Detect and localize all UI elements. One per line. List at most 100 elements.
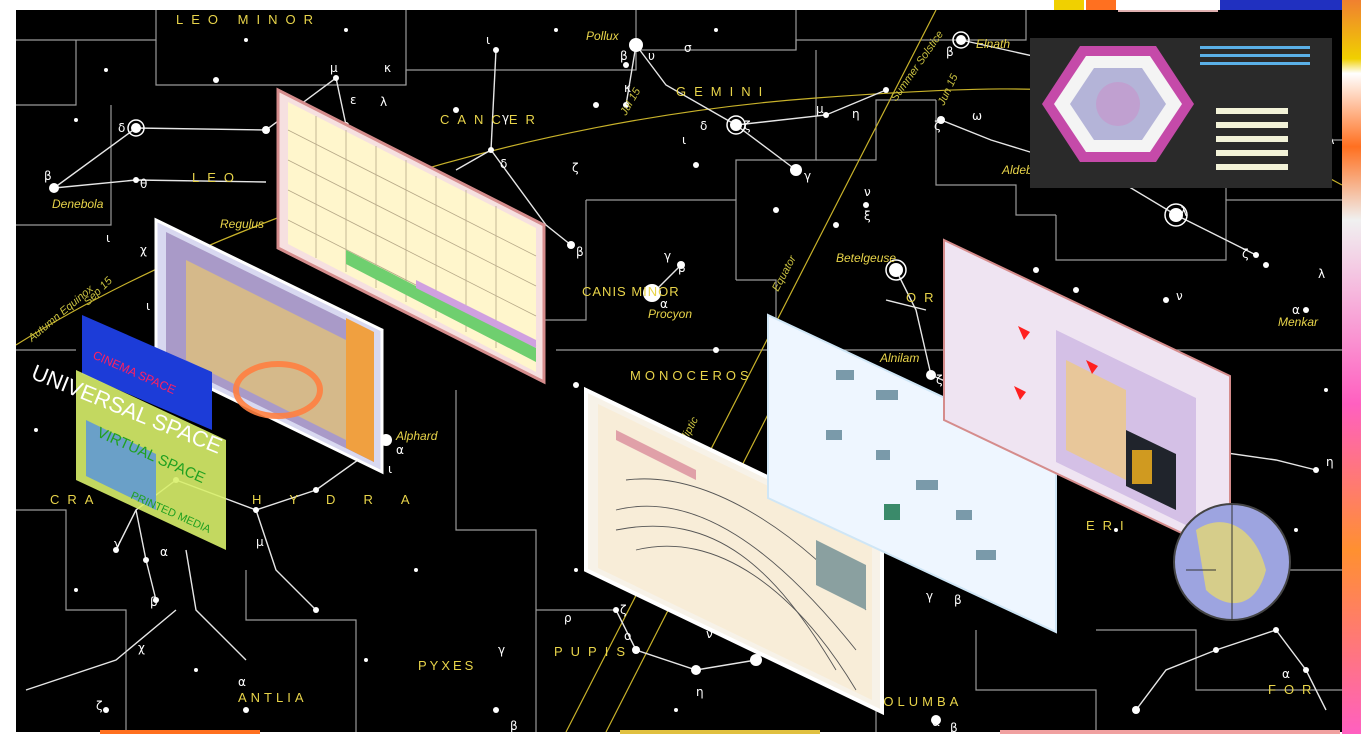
constellation-fornax: FOR	[1268, 682, 1319, 697]
svg-text:ζ: ζ	[744, 119, 751, 133]
svg-text:ζ: ζ	[934, 119, 941, 133]
constellation-cancer: CANCER	[440, 112, 543, 127]
panel-media-stack	[76, 315, 226, 550]
svg-text:ι: ι	[106, 231, 110, 245]
constellation-columba: COLUMBA	[870, 694, 962, 709]
svg-text:α: α	[160, 545, 168, 559]
constellation-hydra: HYDRA	[252, 492, 438, 507]
svg-text:χ: χ	[138, 641, 145, 655]
constellation-antlia: ANTLIA	[238, 690, 308, 705]
border-strip	[1000, 730, 1340, 734]
right-border-strip	[1342, 0, 1361, 734]
svg-text:ι: ι	[146, 299, 150, 313]
star-alnilam: Alnilam	[879, 351, 919, 365]
svg-text:ζ: ζ	[936, 373, 943, 387]
star-alphard: Alphard	[395, 429, 438, 443]
star-menkar: Menkar	[1278, 315, 1319, 329]
svg-text:σ: σ	[684, 41, 692, 55]
svg-text:λ: λ	[1180, 205, 1187, 219]
svg-text:β: β	[946, 45, 954, 59]
svg-text:α: α	[660, 297, 668, 311]
constellation-leo: LEO	[192, 170, 242, 185]
label-equator: Equator	[770, 253, 799, 294]
svg-text:ε: ε	[350, 93, 357, 107]
star-denebola: Denebola	[52, 197, 104, 211]
svg-text:η: η	[696, 685, 704, 699]
svg-text:β: β	[950, 721, 958, 732]
svg-text:ζ: ζ	[620, 603, 627, 617]
svg-text:δ: δ	[500, 157, 507, 171]
panel-diagram	[584, 386, 884, 716]
constellation-gemini: GEMINI	[676, 84, 770, 99]
svg-text:ω: ω	[972, 109, 982, 123]
svg-text:μ: μ	[256, 535, 264, 549]
svg-text:β: β	[150, 595, 158, 609]
svg-text:υ: υ	[648, 49, 655, 63]
border-strip	[1054, 0, 1084, 10]
svg-text:α: α	[238, 675, 246, 689]
globe	[1173, 503, 1291, 621]
border-strip	[620, 730, 820, 734]
svg-text:α: α	[396, 443, 404, 457]
panel-europe-map	[943, 238, 1231, 558]
panel-table	[276, 87, 546, 385]
svg-text:ν: ν	[706, 627, 713, 641]
svg-text:β: β	[620, 49, 628, 63]
constellation-labels: LEO MINOR CANCER GEMINI LEO CANIS MINOR …	[50, 12, 1319, 709]
svg-text:η: η	[1326, 455, 1334, 469]
constellation-eridanus: ERI	[1086, 518, 1132, 533]
panel-flowchart	[767, 313, 1057, 634]
svg-text:ι: ι	[682, 133, 686, 147]
ring-stars	[127, 31, 1188, 281]
border-strip	[100, 730, 260, 734]
svg-text:γ: γ	[498, 643, 505, 657]
svg-text:β: β	[954, 593, 962, 607]
svg-text:γ: γ	[114, 537, 121, 551]
border-strip	[1118, 0, 1218, 12]
svg-text:ζ: ζ	[96, 699, 103, 713]
star-procyon: Procyon	[648, 307, 692, 321]
svg-text:α: α	[1292, 303, 1300, 317]
star-chart-svg: βδθ με λ κιγ δ ζβ β υσ κιδ ζγμ ηβζ ωλζ λαν …	[16, 10, 1342, 732]
svg-text:ξ: ξ	[864, 209, 871, 223]
constellation-monoceros: MONOCEROS	[630, 368, 753, 383]
greek-letters: βδθ με λ κιγ δ ζβ β υσ κιδ ζγμ ηβζ ωλζ λαν …	[44, 33, 1335, 732]
svg-text:λ: λ	[1318, 267, 1325, 281]
svg-text:ρ: ρ	[564, 611, 572, 625]
panel-map	[154, 217, 384, 475]
svg-text:λ: λ	[380, 95, 387, 109]
label-jul15: Jul 15	[618, 85, 644, 118]
star-regulus: Regulus	[220, 217, 264, 231]
border-strip	[1086, 0, 1116, 10]
star-pollux: Pollux	[586, 29, 620, 43]
svg-text:γ: γ	[804, 169, 811, 183]
svg-text:β: β	[678, 261, 686, 275]
svg-text:β: β	[576, 245, 584, 259]
svg-text:α: α	[1282, 667, 1290, 681]
border-strip	[1220, 0, 1342, 10]
svg-text:β: β	[510, 719, 518, 732]
svg-text:ν: ν	[864, 185, 871, 199]
svg-text:ζ: ζ	[1242, 247, 1249, 261]
svg-text:γ: γ	[502, 111, 509, 125]
constellation-crater: CRA	[50, 492, 101, 507]
star-elnath: Elnath	[976, 37, 1010, 51]
svg-text:ζ: ζ	[572, 161, 579, 175]
svg-text:δ: δ	[118, 121, 125, 135]
constellation-orion: OR	[906, 290, 942, 305]
svg-text:ι: ι	[388, 462, 392, 476]
svg-text:μ: μ	[816, 102, 824, 116]
hex-emblem-panel	[1030, 38, 1332, 188]
constellation-leo-minor: LEO MINOR	[176, 12, 321, 27]
svg-text:γ: γ	[664, 249, 671, 263]
svg-text:κ: κ	[384, 61, 391, 75]
constellation-puppis: PUPIS	[554, 644, 633, 659]
constellation-pyxis: PYXES	[418, 658, 476, 673]
constellation-lines	[25, 39, 1327, 711]
svg-text:ι: ι	[486, 33, 490, 47]
svg-text:β: β	[44, 169, 52, 183]
svg-text:ν: ν	[1176, 289, 1183, 303]
svg-text:α: α	[932, 715, 940, 729]
